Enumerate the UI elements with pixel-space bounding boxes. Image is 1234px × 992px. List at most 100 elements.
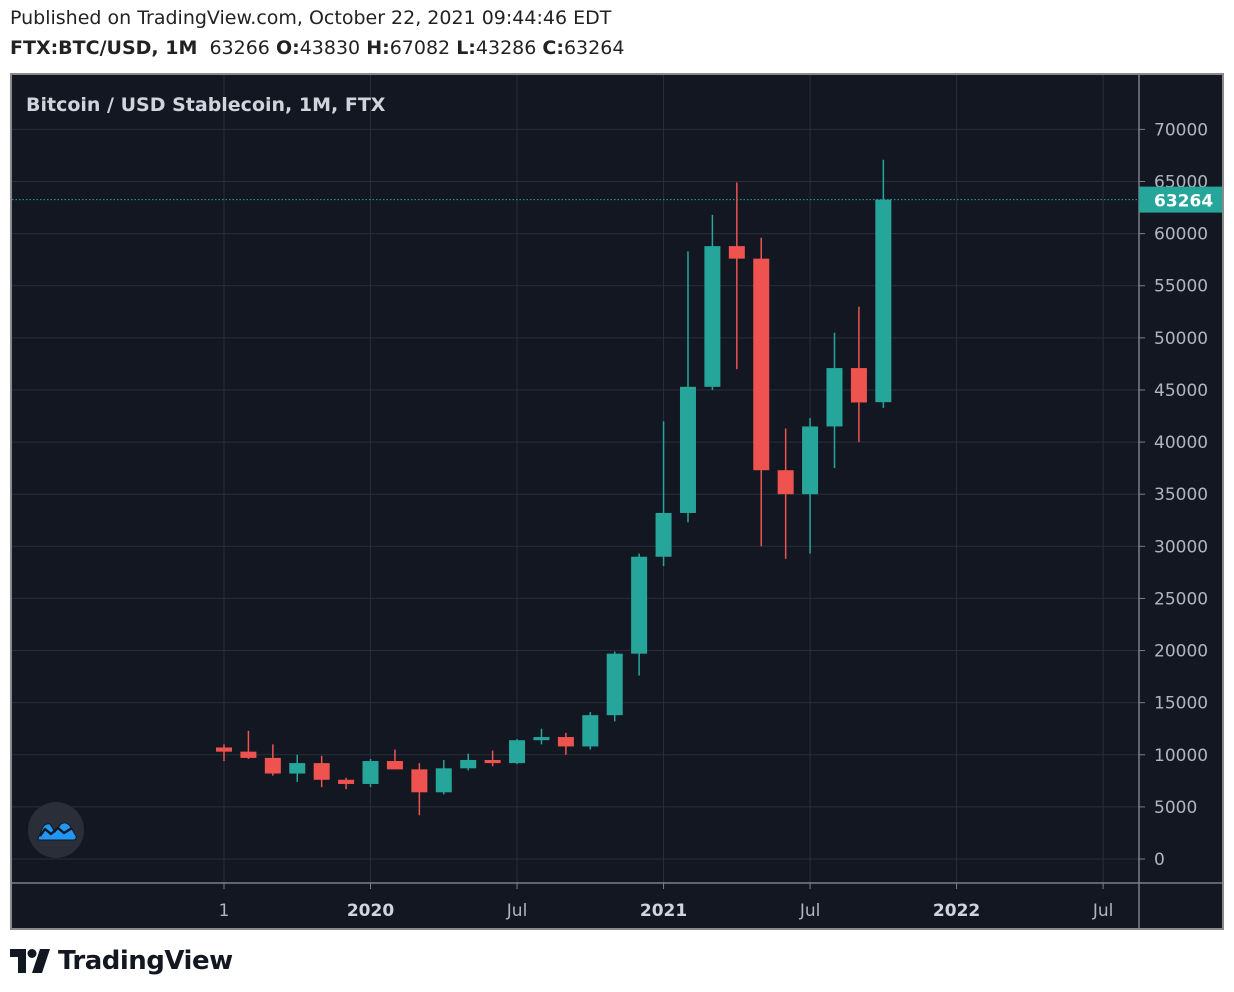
price-axis[interactable]: 0 5000 10000 15000 20000 25000 30000 35000 40000… [1139,120,1208,870]
candle-body [435,768,452,793]
low-value: 43286 [475,37,537,59]
tradingview-wordmark: TradingView [58,946,233,976]
candle [753,237,770,547]
price-tick-label: 20000 [1154,642,1208,662]
footer-brand[interactable]: TradingView [10,943,233,979]
price-tick-label: 45000 [1154,381,1208,401]
candle [509,739,526,765]
published-note: Published on TradingView.com, October 22… [10,7,612,29]
candle-body [704,246,721,387]
price-tick-label: 55000 [1154,277,1208,297]
candle [484,750,501,767]
close-value: 63264 [563,37,625,59]
candle [289,754,306,782]
cloud-wave-icon [39,826,73,837]
last-price-label: 63266 [209,37,270,59]
candle [631,553,648,676]
price-tick-label: 70000 [1154,120,1208,140]
candle-body [533,737,550,741]
price-tick-label: 0 [1154,850,1165,870]
candle [216,744,232,762]
candle [533,728,550,745]
time-axis[interactable]: 1 2020 Jul 2021 Jul 2022 Jul [219,883,1114,921]
symbol-ohlc-line: FTX:BTC/USD, 1M 63266 O:43830 H:67082 L:… [10,37,624,59]
candle [313,755,330,788]
candle [460,753,477,771]
chart-title: Bitcoin / USD Stablecoin, 1M, FTX [26,94,386,116]
candle-body [582,715,599,747]
candles [216,159,892,816]
last-price-box [1139,186,1222,213]
time-tick-label: Jul [1092,901,1114,921]
cloud-icon [37,822,77,841]
time-tick-label: 1 [219,901,230,921]
last-price-marker: 63264 [12,186,1222,213]
candle-body [240,751,257,758]
candle-body [289,763,306,774]
candle-body [313,763,330,780]
candle [264,744,281,776]
candle [240,730,257,759]
candle [435,759,452,795]
time-tick-label: 2022 [933,901,980,921]
chart-panel[interactable]: 0 5000 10000 15000 20000 25000 30000 35000 40000… [10,73,1224,930]
candle-body [362,761,379,784]
candle-body [777,470,794,495]
price-tick-label: 35000 [1154,485,1208,505]
candle [362,758,379,788]
tradingview-chart-logo[interactable] [28,802,84,858]
high-label: H: [366,37,390,59]
time-tick-label: Jul [506,901,528,921]
candle-body [631,556,648,654]
candle-body [411,769,428,793]
time-tick-label: 2021 [640,901,687,921]
tradingview-logo-icon [10,949,50,973]
price-tick-label: 60000 [1154,225,1208,245]
price-tick-label: 10000 [1154,746,1208,766]
candle-body [484,759,501,764]
candle-body [216,747,232,752]
symbol-label: FTX:BTC/USD, 1M [10,37,198,59]
candle [802,418,819,554]
candle-body [728,246,745,259]
candle-body [850,368,867,403]
price-tick-label: 50000 [1154,329,1208,349]
open-label: O: [275,37,300,59]
candle-body [606,653,623,716]
price-tick-label: 5000 [1154,798,1197,818]
price-tick-label: 15000 [1154,694,1208,714]
candle [655,421,672,567]
candle-body [875,199,892,403]
candle-body [264,757,281,774]
candle-body [679,386,696,513]
candle-body [655,512,672,557]
candle-body [338,779,355,784]
last-price-label: 63264 [1154,192,1213,212]
candle-body [509,740,526,764]
candle [386,749,403,770]
candle [777,428,794,559]
price-tick-label: 40000 [1154,433,1208,453]
candle-body [386,761,403,770]
candle [850,306,867,443]
candle [411,763,428,816]
candle [606,651,623,722]
candle [582,712,599,750]
grid-lines [12,75,1139,883]
candlestick-chart[interactable]: 0 5000 10000 15000 20000 25000 30000 35000 40000… [12,75,1222,928]
candle [875,159,892,408]
candle [557,732,574,755]
candle-body [557,737,574,747]
candle-body [826,368,843,427]
price-tick-label: 25000 [1154,589,1208,609]
candle-body [802,426,819,495]
close-label: C: [542,37,564,59]
time-tick-label: 2020 [347,901,394,921]
high-value: 67082 [389,37,451,59]
price-tick-label: 30000 [1154,537,1208,557]
candle-body [460,759,477,769]
candle [728,182,745,370]
candle-body [753,258,770,471]
open-value: 43830 [299,37,361,59]
candle [679,251,696,523]
